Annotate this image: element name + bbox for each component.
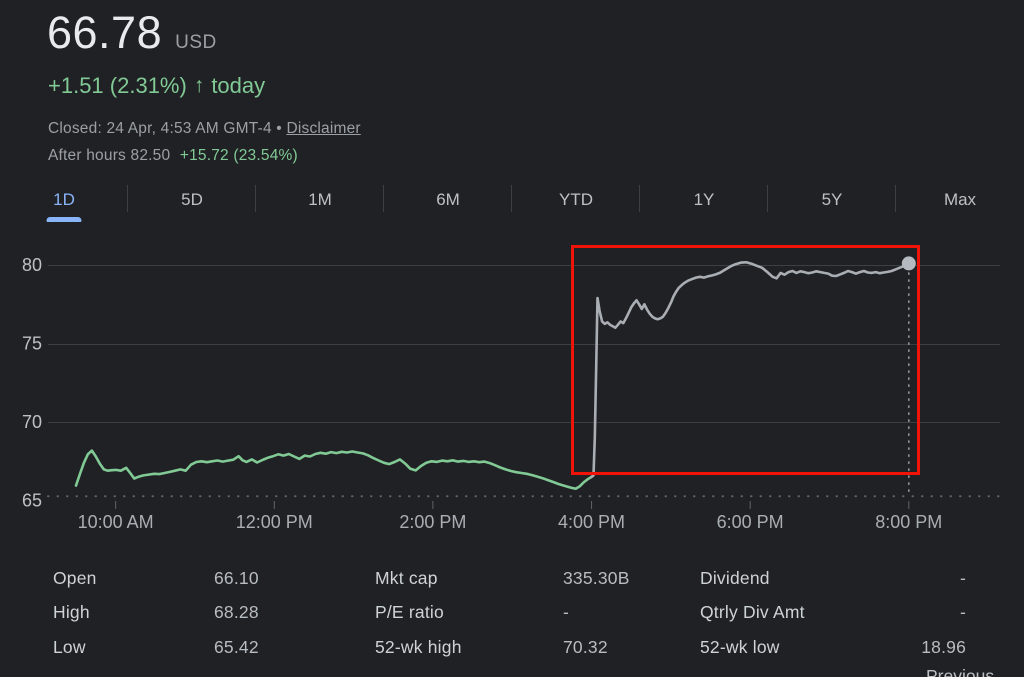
tab-5d[interactable]: 5D — [128, 185, 256, 222]
price-change-row: +1.51 (2.31%) ↑ today — [48, 73, 265, 99]
market-status-text: Closed: 24 Apr, 4:53 AM GMT-4 — [48, 120, 272, 137]
y-axis-label-70: 70 — [22, 412, 42, 432]
stat-low-value: 65.42 — [214, 636, 259, 657]
stat-52wk-low-label: 52-wk low — [700, 636, 780, 657]
x-axis-label: 10:00 AM — [78, 512, 154, 532]
stat-open-label: Open — [53, 567, 97, 588]
tab-1y[interactable]: 1Y — [640, 185, 768, 222]
stat-high-label: High — [53, 602, 90, 623]
time-range-tab-bar: 1D 5D 1M 6M YTD 1Y 5Y Max — [0, 185, 1024, 222]
price-chart-area: 65 70 75 80 10:00 AM 12:00 PM 2:00 PM 4:00 PM 6:… — [0, 238, 1024, 677]
stat-mkt-cap-label: Mkt cap — [375, 567, 438, 588]
tab-5y[interactable]: 5Y — [768, 185, 896, 222]
tab-1d[interactable]: 1D — [0, 185, 128, 222]
stat-52wk-low-value: 18.96 — [921, 636, 966, 657]
y-axis-label-80: 80 — [22, 255, 42, 275]
stat-52wk-low: 52-wk low 18.96 — [700, 630, 966, 665]
regular-hours-line — [74, 449, 593, 490]
tab-5d-label: 5D — [181, 190, 203, 209]
y-axis-label-75: 75 — [22, 334, 42, 354]
stat-mkt-cap: Mkt cap 335.30B — [375, 561, 655, 596]
stats-column-2: Mkt cap 335.30B P/E ratio - 52-wk high 70.3… — [375, 561, 655, 665]
after-hours-change: +15.72 (23.54%) — [179, 147, 298, 164]
stat-pe-ratio-label: P/E ratio — [375, 602, 444, 623]
tab-max[interactable]: Max — [896, 185, 1024, 222]
change-period-label: today — [211, 73, 266, 98]
stats-column-1: Open 66.10 High 68.28 Low 65.42 — [53, 561, 303, 665]
stat-qtrly-div-value: - — [959, 602, 966, 623]
bullet-separator: • — [276, 120, 282, 137]
tab-5y-label: 5Y — [821, 190, 843, 209]
tab-6m[interactable]: 6M — [384, 185, 512, 222]
tab-1m[interactable]: 1M — [256, 185, 384, 222]
stat-high-value: 68.28 — [214, 602, 259, 623]
stat-pe-ratio-value: - — [563, 602, 570, 623]
after-hours-price: After hours 82.50 — [48, 147, 171, 164]
stat-52wk-high-label: 52-wk high — [375, 636, 462, 657]
tab-ytd-label: YTD — [559, 190, 593, 209]
x-axis-label: 6:00 PM — [717, 512, 784, 532]
price-chart[interactable]: 65 70 75 80 10:00 AM 12:00 PM 2:00 PM 4:00 PM 6:… — [0, 238, 1024, 540]
price-change: +1.51 (2.31%) — [48, 73, 187, 98]
after-hours-row: After hours 82.50 +15.72 (23.54%) — [48, 147, 298, 165]
price-header: 66.78 USD — [47, 6, 217, 60]
stat-dividend-value: - — [959, 567, 966, 588]
market-status-row: Closed: 24 Apr, 4:53 AM GMT-4 • Disclaim… — [48, 120, 361, 138]
tab-ytd[interactable]: YTD — [512, 185, 640, 222]
tab-max-label: Max — [943, 190, 977, 209]
stat-low: Low 65.42 — [53, 630, 303, 665]
tab-1y-label: 1Y — [693, 190, 715, 209]
stat-qtrly-div: Qtrly Div Amt - — [700, 596, 966, 631]
tab-6m-label: 6M — [436, 190, 460, 209]
stat-dividend-label: Dividend — [700, 567, 770, 588]
current-price: 66.78 — [47, 7, 163, 58]
stat-open: Open 66.10 — [53, 561, 303, 596]
stat-mkt-cap-value: 335.30B — [563, 567, 630, 588]
stat-52wk-high-value: 70.32 — [563, 636, 608, 657]
y-axis-label-65: 65 — [22, 491, 42, 511]
after-hours-line — [590, 260, 911, 479]
x-axis-label: 4:00 PM — [558, 512, 625, 532]
x-axis-label: 12:00 PM — [236, 512, 313, 532]
x-axis-label: 2:00 PM — [399, 512, 466, 532]
up-arrow-icon: ↑ — [193, 74, 205, 97]
stat-52wk-high: 52-wk high 70.32 — [375, 630, 655, 665]
currency-label: USD — [175, 32, 217, 53]
x-axis-label: 8:00 PM — [875, 512, 942, 532]
disclaimer-link[interactable]: Disclaimer — [286, 120, 361, 137]
stat-low-label: Low — [53, 636, 86, 657]
active-tab-indicator — [46, 217, 82, 222]
stat-dividend: Dividend - — [700, 561, 966, 596]
stat-open-value: 66.10 — [214, 567, 259, 588]
previous-close-text: Previous close — [926, 666, 995, 677]
stats-column-3: Dividend - Qtrly Div Amt - 52-wk low 18.96 — [700, 561, 966, 665]
stat-qtrly-div-label: Qtrly Div Amt — [700, 602, 805, 623]
last-price-dot — [901, 256, 916, 271]
stat-high: High 68.28 — [53, 596, 303, 631]
tab-1m-label: 1M — [308, 190, 332, 209]
previous-close-label: Previous close 65.27 — [926, 664, 1014, 677]
stat-pe-ratio: P/E ratio - — [375, 596, 655, 631]
annotation-highlight-box — [571, 245, 920, 475]
tab-1d-label: 1D — [53, 190, 75, 209]
